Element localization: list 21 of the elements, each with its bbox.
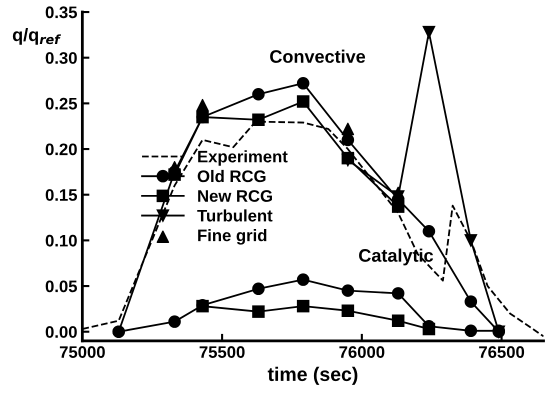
x-axis-title: time (sec) (268, 366, 358, 385)
legend-label: Turbulent (197, 209, 272, 222)
y-tick-label: 0.05 (46, 280, 78, 292)
y-tick-label: 0.25 (46, 98, 78, 110)
legend-label: New RCG (198, 190, 272, 202)
y-tick-label: 0.15 (46, 189, 78, 201)
x-tick-label: 76500 (479, 346, 524, 358)
y-axis-title: q/q$_{ref}$ (12, 28, 62, 45)
legend-label: Fine grid (198, 229, 266, 245)
y-tick-label: 0.30 (46, 52, 77, 64)
x-tick-label: 76000 (339, 346, 384, 358)
x-tick-label: 75000 (60, 346, 105, 358)
y-tick-label: 0.00 (46, 326, 77, 338)
y-tick-label: 0.35 (46, 6, 78, 18)
legend-label: Experiment (198, 150, 288, 166)
annotation: Convective (270, 50, 366, 63)
x-tick-label: 75500 (200, 346, 245, 358)
y-tick-label: 0.10 (46, 234, 77, 247)
y-tick-label: 0.20 (46, 143, 77, 156)
legend-label: Old RCG (198, 170, 266, 182)
annotation: Catalytic (359, 248, 434, 266)
